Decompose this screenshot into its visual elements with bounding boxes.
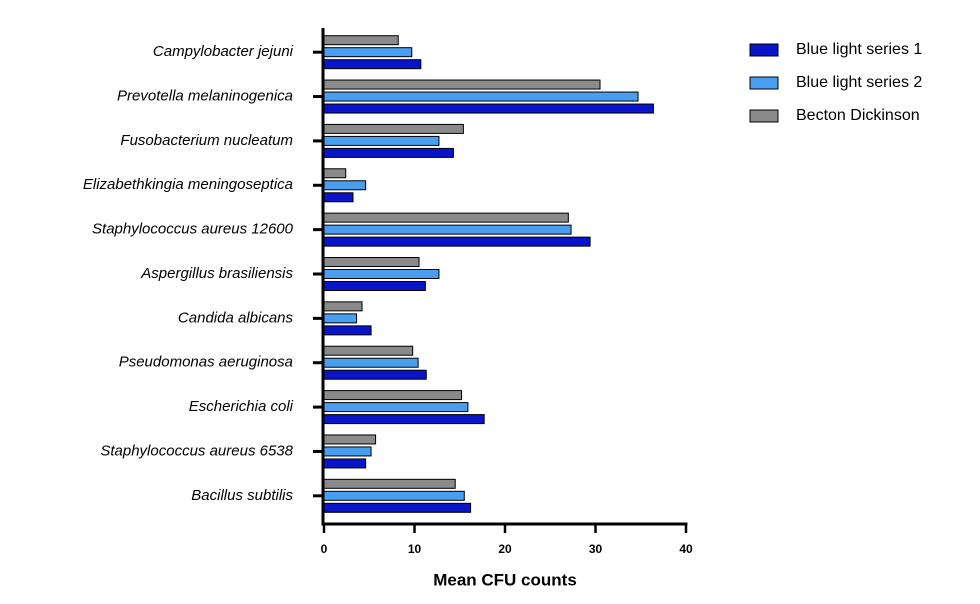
bar: [323, 212, 569, 223]
y-tick-label: Bacillus subtilis: [191, 487, 293, 504]
bar: [323, 79, 601, 90]
bar: [323, 301, 363, 312]
bar: [323, 345, 414, 356]
bar: [323, 257, 420, 267]
bar: [323, 357, 419, 368]
bar: [323, 47, 413, 58]
bar: [323, 91, 639, 102]
legend-swatch: [749, 43, 779, 57]
bar: [323, 147, 454, 158]
bar: [323, 478, 456, 489]
y-tick-label: Elizabethkingia meningoseptica: [83, 176, 293, 193]
y-tick-label: Staphylococcus aureus 6538: [100, 442, 293, 459]
x-tick-label: 30: [589, 542, 603, 556]
bar: [323, 325, 372, 336]
bar: [323, 390, 463, 401]
bar: [323, 123, 464, 134]
bar: [323, 269, 440, 279]
bar: [323, 369, 427, 380]
x-tick-label: 20: [498, 542, 512, 556]
x-tick-label: 40: [679, 542, 693, 556]
bar: [323, 502, 472, 513]
bar: [323, 402, 469, 413]
y-tick-label: Pseudomonas aeruginosa: [119, 354, 293, 371]
bar: [323, 236, 591, 247]
y-tick-label: Campylobacter jejuni: [153, 43, 294, 60]
legend-label: Blue light series 1: [796, 41, 922, 58]
bar: [323, 103, 654, 114]
y-tick-label: Escherichia coli: [189, 398, 294, 415]
y-tick-label: Fusobacterium nucleatum: [120, 132, 293, 149]
bar: [323, 490, 465, 501]
x-tick-label: 0: [321, 542, 328, 556]
bar: [323, 446, 372, 457]
bar: [323, 434, 377, 445]
bar: [323, 414, 485, 425]
bar: [323, 313, 358, 324]
y-tick-label: Prevotella melaninogenica: [117, 88, 293, 105]
bar: [323, 135, 440, 146]
legend-swatch: [749, 109, 779, 123]
bar: [323, 458, 367, 469]
legend-label: Becton Dickinson: [796, 107, 920, 124]
bar: [323, 281, 426, 291]
x-tick-label: 10: [408, 542, 422, 556]
bar: [323, 35, 399, 46]
y-tick-label: Candida albicans: [178, 309, 294, 326]
x-axis-label: Mean CFU counts: [433, 570, 577, 589]
legend-label: Blue light series 2: [796, 74, 922, 91]
y-tick-label: Aspergillus brasiliensis: [140, 265, 293, 282]
bar: [323, 59, 422, 70]
bar: [323, 192, 354, 203]
bar: [323, 168, 347, 179]
bar: [323, 180, 367, 191]
y-tick-label: Staphylococcus aureus 12600: [92, 221, 294, 238]
bar: [323, 224, 572, 235]
legend-swatch: [749, 76, 779, 90]
